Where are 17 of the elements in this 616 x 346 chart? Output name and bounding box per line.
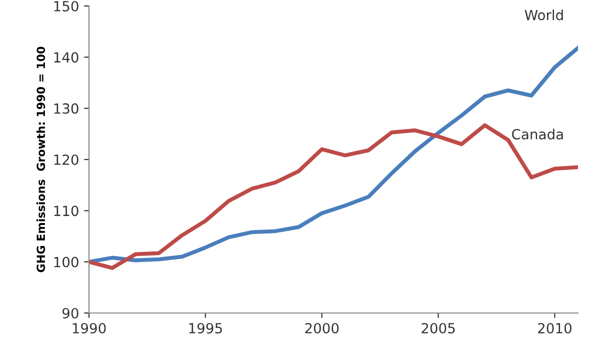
x-tick-label: 2010	[538, 322, 572, 334]
line-series	[89, 123, 578, 270]
line-series	[89, 46, 578, 264]
y-tick-label: 130	[54, 103, 78, 114]
x-tick-label: 1990	[72, 322, 106, 334]
y-tick-label: 120	[54, 154, 78, 165]
series-label: Canada	[512, 128, 563, 140]
y-tick-label: 140	[54, 52, 78, 63]
x-tick-label: 2000	[305, 322, 339, 334]
y-tick-label: 100	[54, 256, 78, 268]
y-tick-label: 110	[54, 206, 78, 216]
text: World	[524, 10, 563, 20]
y-tick-label: 90	[62, 308, 78, 318]
y-tick-label: 150	[54, 0, 78, 12]
x-tick-label: 1995	[189, 322, 222, 334]
x-tick-label: 2005	[422, 322, 455, 334]
y-axis-title: GHG Emissions Growth: 1990 = 100	[36, 46, 46, 272]
